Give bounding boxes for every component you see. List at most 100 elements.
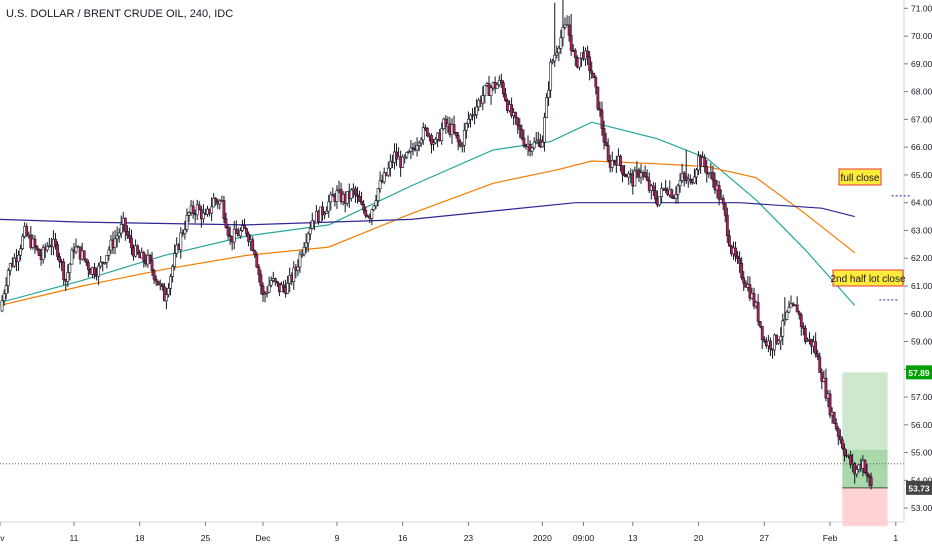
candle-body-down — [596, 86, 600, 110]
candle-body-up — [165, 294, 168, 302]
candle — [489, 85, 493, 105]
candle — [409, 140, 413, 160]
candle — [247, 231, 251, 247]
candle-body-up — [483, 85, 487, 96]
half-close-annotation-box — [832, 269, 904, 287]
candle-body-up — [292, 267, 296, 282]
candle-body-down — [360, 201, 364, 205]
candle — [202, 204, 205, 224]
candle — [514, 111, 518, 125]
candle-body-down — [705, 166, 709, 174]
candle-body-down — [516, 117, 520, 126]
y-tick-label: 55.00 — [911, 448, 932, 458]
candle — [806, 337, 809, 343]
candle-body-down — [160, 283, 164, 287]
x-tick-label: ov — [0, 533, 5, 543]
candle-body-down — [331, 194, 335, 197]
candle — [569, 13, 573, 56]
candle — [810, 338, 813, 355]
candle-body-down — [645, 176, 649, 181]
candle-body-down — [653, 190, 657, 200]
candle-body-up — [202, 212, 205, 220]
candle — [565, 15, 569, 27]
candle — [372, 205, 376, 212]
candle-body-down — [606, 145, 610, 161]
candle-body-up — [417, 142, 421, 146]
candle — [160, 283, 164, 291]
candle-body-up — [460, 144, 464, 147]
candle — [483, 85, 487, 104]
candle-body-up — [386, 167, 390, 176]
candle — [197, 201, 201, 211]
candle-body-up — [415, 145, 419, 151]
candle-body-down — [734, 247, 737, 257]
y-tick-label: 57.00 — [911, 392, 932, 402]
candle-body-up — [21, 236, 25, 249]
candle-body-down — [275, 281, 279, 284]
candle — [867, 473, 871, 487]
candle-body-down — [411, 147, 415, 150]
candle-body-up — [113, 238, 117, 248]
candle-body-down — [197, 204, 201, 210]
candle — [395, 143, 398, 167]
candle — [456, 131, 460, 151]
candle-body-down — [670, 189, 674, 199]
candle-body-down — [838, 436, 842, 441]
half-close-annotation: 2nd half lot close — [830, 269, 906, 287]
candle-body-down — [37, 248, 41, 256]
y-tick-label: 61.00 — [911, 281, 932, 291]
candle — [411, 142, 415, 156]
candle-body-down — [623, 173, 626, 177]
candle-body-down — [259, 274, 263, 287]
x-tick-label: 09:00 — [573, 533, 595, 543]
candle — [173, 244, 177, 271]
candle-body-down — [245, 228, 248, 235]
candle-body-down — [255, 254, 259, 268]
candle — [210, 197, 214, 222]
candle — [275, 280, 279, 287]
candle-body-up — [789, 303, 793, 308]
candle-body-down — [721, 197, 725, 205]
candle-body-up — [557, 48, 561, 54]
candle-body-down — [795, 304, 799, 313]
x-tick-label: 9 — [335, 533, 340, 543]
candle-body-down — [243, 225, 246, 229]
candle-body-up — [232, 228, 236, 243]
candle-body-down — [162, 286, 166, 302]
candle — [577, 57, 581, 71]
candle — [68, 262, 72, 281]
full-close-annotation-box — [838, 168, 882, 186]
candle-body-up — [777, 340, 781, 344]
y-tick-label: 65.00 — [911, 170, 932, 180]
candle-body-down — [257, 266, 261, 276]
candle — [717, 180, 721, 206]
candle — [818, 352, 822, 373]
candle-body-up — [304, 242, 308, 248]
candle-body-up — [787, 306, 791, 313]
candle-body-down — [869, 476, 873, 487]
candle — [756, 294, 760, 326]
candle — [865, 463, 869, 483]
candle-body-down — [358, 196, 361, 202]
candle-body-down — [253, 250, 257, 256]
candle — [152, 268, 156, 284]
candle — [257, 264, 261, 283]
candle-body-up — [403, 156, 407, 159]
candle-body-up — [296, 266, 300, 271]
candle-body-down — [130, 237, 133, 249]
candle-body-down — [228, 235, 232, 237]
candle — [2, 289, 6, 306]
candle-body-up — [327, 201, 331, 212]
candle-body-up — [195, 204, 199, 216]
candle — [179, 227, 183, 259]
candle-body-down — [573, 50, 577, 58]
candle — [12, 253, 16, 268]
candle — [169, 274, 172, 296]
candle-body-down — [612, 160, 616, 162]
candle-body-up — [185, 215, 189, 230]
last-price-label: 53.73 — [908, 483, 930, 493]
candle — [501, 80, 505, 98]
candle — [360, 191, 364, 206]
candle — [686, 173, 690, 188]
